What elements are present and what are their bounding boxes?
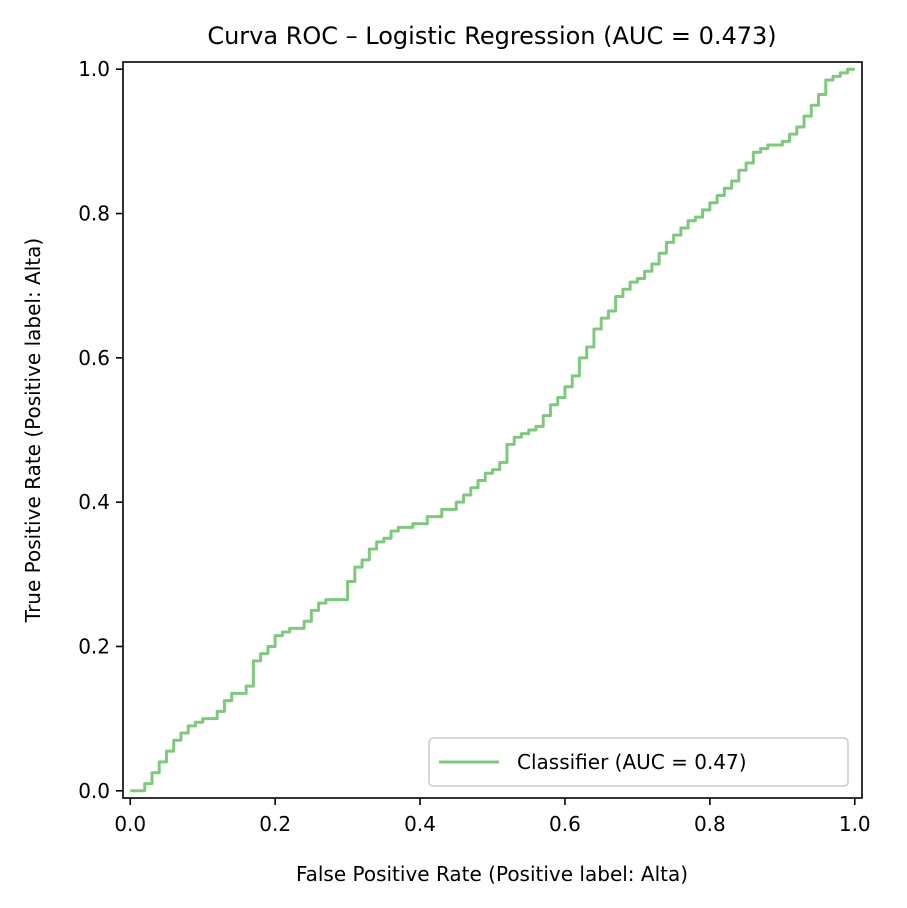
legend-box <box>428 737 849 787</box>
chart-title: Curva ROC – Logistic Regression (AUC = 0… <box>207 22 776 50</box>
y-tick-label: 0.6 <box>78 346 110 370</box>
y-tick-label: 0.4 <box>78 490 110 514</box>
x-tick-label: 0.6 <box>549 812 581 836</box>
plot-frame <box>122 61 863 799</box>
x-tick-label: 1.0 <box>839 812 871 836</box>
x-tick-label: 0.0 <box>114 812 146 836</box>
x-tick-label: 0.4 <box>404 812 436 836</box>
series-layer <box>130 67 855 793</box>
roc-curve-line <box>130 67 855 793</box>
x-axis-ticks: 0.0 0.2 0.4 0.6 0.8 1.0 <box>114 798 871 836</box>
y-tick-label: 1.0 <box>78 57 110 81</box>
x-tick-label: 0.8 <box>694 812 726 836</box>
y-axis-ticks: 0.0 0.2 0.4 0.6 0.8 1.0 <box>78 57 123 803</box>
y-tick-label: 0.2 <box>78 634 110 658</box>
legend-label: Classifier (AUC = 0.47) <box>517 750 747 774</box>
x-axis-label: False Positive Rate (Positive label: Alt… <box>296 862 688 886</box>
y-tick-label: 0.8 <box>78 202 110 226</box>
y-axis-label: True Positive Rate (Positive label: Alta… <box>21 238 45 623</box>
y-tick-label: 0.0 <box>78 779 110 803</box>
x-tick-label: 0.2 <box>259 812 291 836</box>
legend: Classifier (AUC = 0.47) <box>428 737 849 787</box>
